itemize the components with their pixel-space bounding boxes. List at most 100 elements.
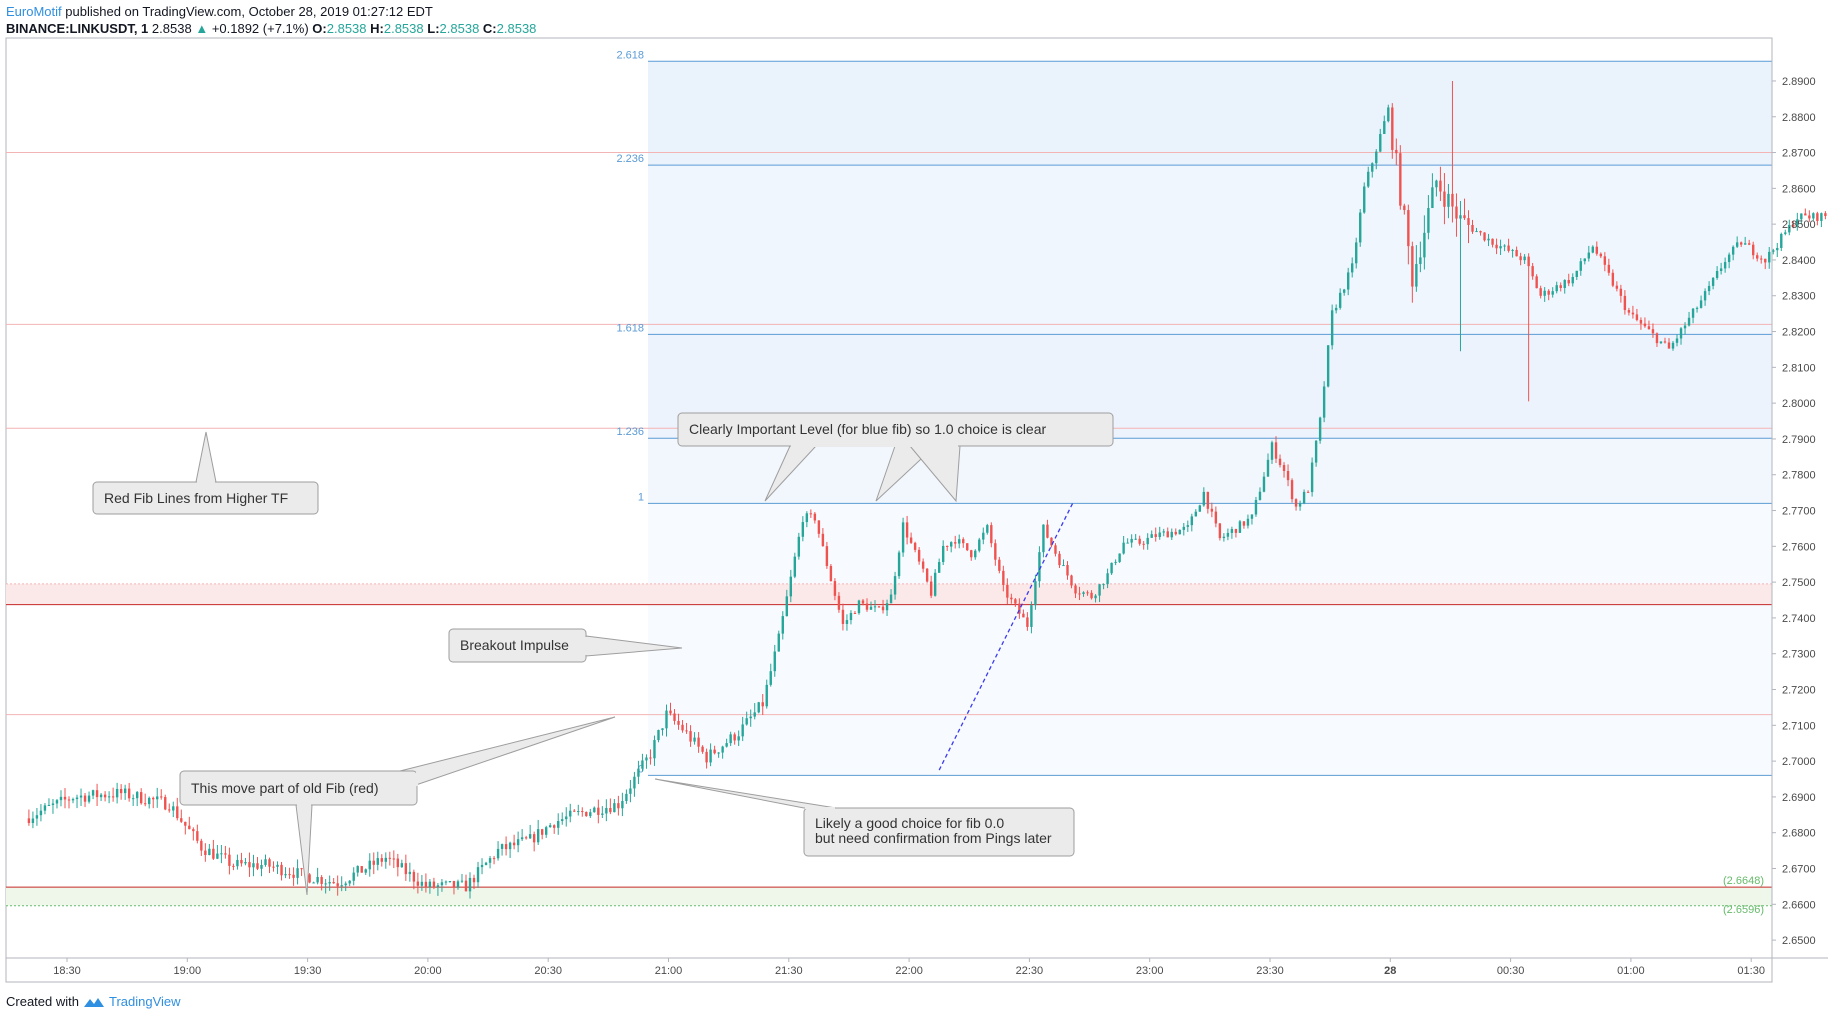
- candle: [1731, 245, 1735, 261]
- candle-body: [1134, 538, 1137, 540]
- candle-body: [1066, 565, 1069, 576]
- candle: [35, 807, 39, 826]
- candle-body: [1286, 470, 1290, 481]
- candle: [172, 801, 175, 818]
- candle-body: [79, 795, 83, 798]
- candle-body: [196, 831, 199, 841]
- candle: [661, 728, 664, 736]
- candle: [1631, 305, 1635, 319]
- candle: [1399, 145, 1402, 210]
- candle-body: [1182, 526, 1185, 530]
- candle: [761, 694, 764, 715]
- candle: [1062, 559, 1065, 567]
- candle: [500, 843, 504, 856]
- candle: [1547, 289, 1550, 301]
- candle-body: [212, 848, 215, 859]
- candle-body: [1455, 206, 1458, 219]
- author-link[interactable]: EuroMotif: [6, 4, 62, 19]
- close-label: C:: [482, 21, 497, 36]
- candle: [1587, 245, 1590, 262]
- candle-body: [1820, 213, 1823, 221]
- candle-body: [1407, 210, 1410, 247]
- candle: [131, 794, 135, 806]
- candle-body: [1683, 325, 1687, 329]
- candle: [1792, 220, 1795, 229]
- candle: [264, 854, 267, 867]
- candle-body: [1042, 524, 1045, 553]
- time-tick-label: 23:30: [1256, 965, 1284, 977]
- candle-body: [1242, 521, 1246, 526]
- candle-body: [1150, 534, 1153, 538]
- candle-body: [657, 730, 660, 741]
- candle: [785, 589, 788, 617]
- candle: [986, 523, 989, 535]
- candle: [1026, 612, 1029, 631]
- price-change: +0.1892 (+7.1%): [211, 21, 309, 36]
- candle: [1611, 269, 1615, 288]
- candle: [1651, 323, 1655, 338]
- candle-body: [869, 606, 873, 610]
- candle: [99, 793, 103, 802]
- candle-body: [1330, 310, 1334, 346]
- candle: [192, 827, 195, 841]
- candle: [67, 796, 71, 809]
- candle: [885, 599, 889, 616]
- candle-body: [500, 844, 504, 849]
- candle-body: [925, 568, 929, 582]
- candle-body: [725, 743, 728, 747]
- candle-body: [1715, 270, 1719, 278]
- candle: [933, 569, 937, 597]
- candle: [1030, 601, 1033, 634]
- candle-body: [176, 806, 179, 819]
- candle: [1455, 193, 1458, 237]
- candle: [324, 879, 327, 894]
- candle: [1407, 204, 1410, 265]
- candle: [1122, 535, 1125, 555]
- candle-body: [737, 736, 740, 741]
- candle-body: [312, 882, 315, 884]
- candle: [1258, 487, 1262, 501]
- time-axis-frame: [5, 957, 1773, 983]
- tradingview-brand[interactable]: TradingView: [108, 994, 181, 1009]
- candle: [47, 798, 51, 806]
- candle-body: [1334, 307, 1338, 311]
- candle-body: [1082, 592, 1085, 594]
- candle: [1567, 273, 1570, 287]
- candle-body: [565, 816, 568, 820]
- candle-body: [1719, 268, 1723, 271]
- candle: [1162, 528, 1165, 537]
- candle-body: [31, 818, 35, 824]
- candle-body: [1727, 254, 1731, 263]
- candle-body: [1399, 153, 1402, 206]
- candle: [641, 753, 644, 772]
- candle-body: [1166, 531, 1169, 538]
- price-tick-label: 2.8800: [1782, 112, 1816, 124]
- candle: [119, 784, 123, 800]
- candle: [512, 834, 516, 850]
- candle-body: [268, 859, 271, 867]
- candle: [396, 853, 400, 877]
- candle: [276, 861, 279, 875]
- price-tick-label: 2.6700: [1782, 864, 1816, 876]
- candle: [809, 509, 813, 518]
- candle-body: [617, 803, 620, 809]
- candle: [75, 794, 79, 809]
- price-tick-label: 2.6600: [1782, 899, 1816, 911]
- candle-body: [51, 803, 55, 805]
- candle: [268, 857, 271, 874]
- candle: [673, 709, 676, 725]
- candle-body: [1619, 288, 1623, 296]
- candle-body: [1186, 525, 1189, 527]
- candle-body: [1547, 290, 1550, 295]
- candle: [1543, 287, 1546, 302]
- callout-red-fib: Red Fib Lines from Higher TF: [92, 431, 319, 515]
- candle: [1739, 241, 1743, 248]
- candle-body: [1756, 255, 1759, 259]
- candle-body: [1210, 508, 1214, 512]
- callout-old-fib: This move part of old Fib (red): [179, 716, 616, 896]
- candle: [1359, 209, 1362, 247]
- candle: [873, 600, 877, 613]
- candle-body: [589, 812, 592, 817]
- candle-body: [1639, 319, 1643, 324]
